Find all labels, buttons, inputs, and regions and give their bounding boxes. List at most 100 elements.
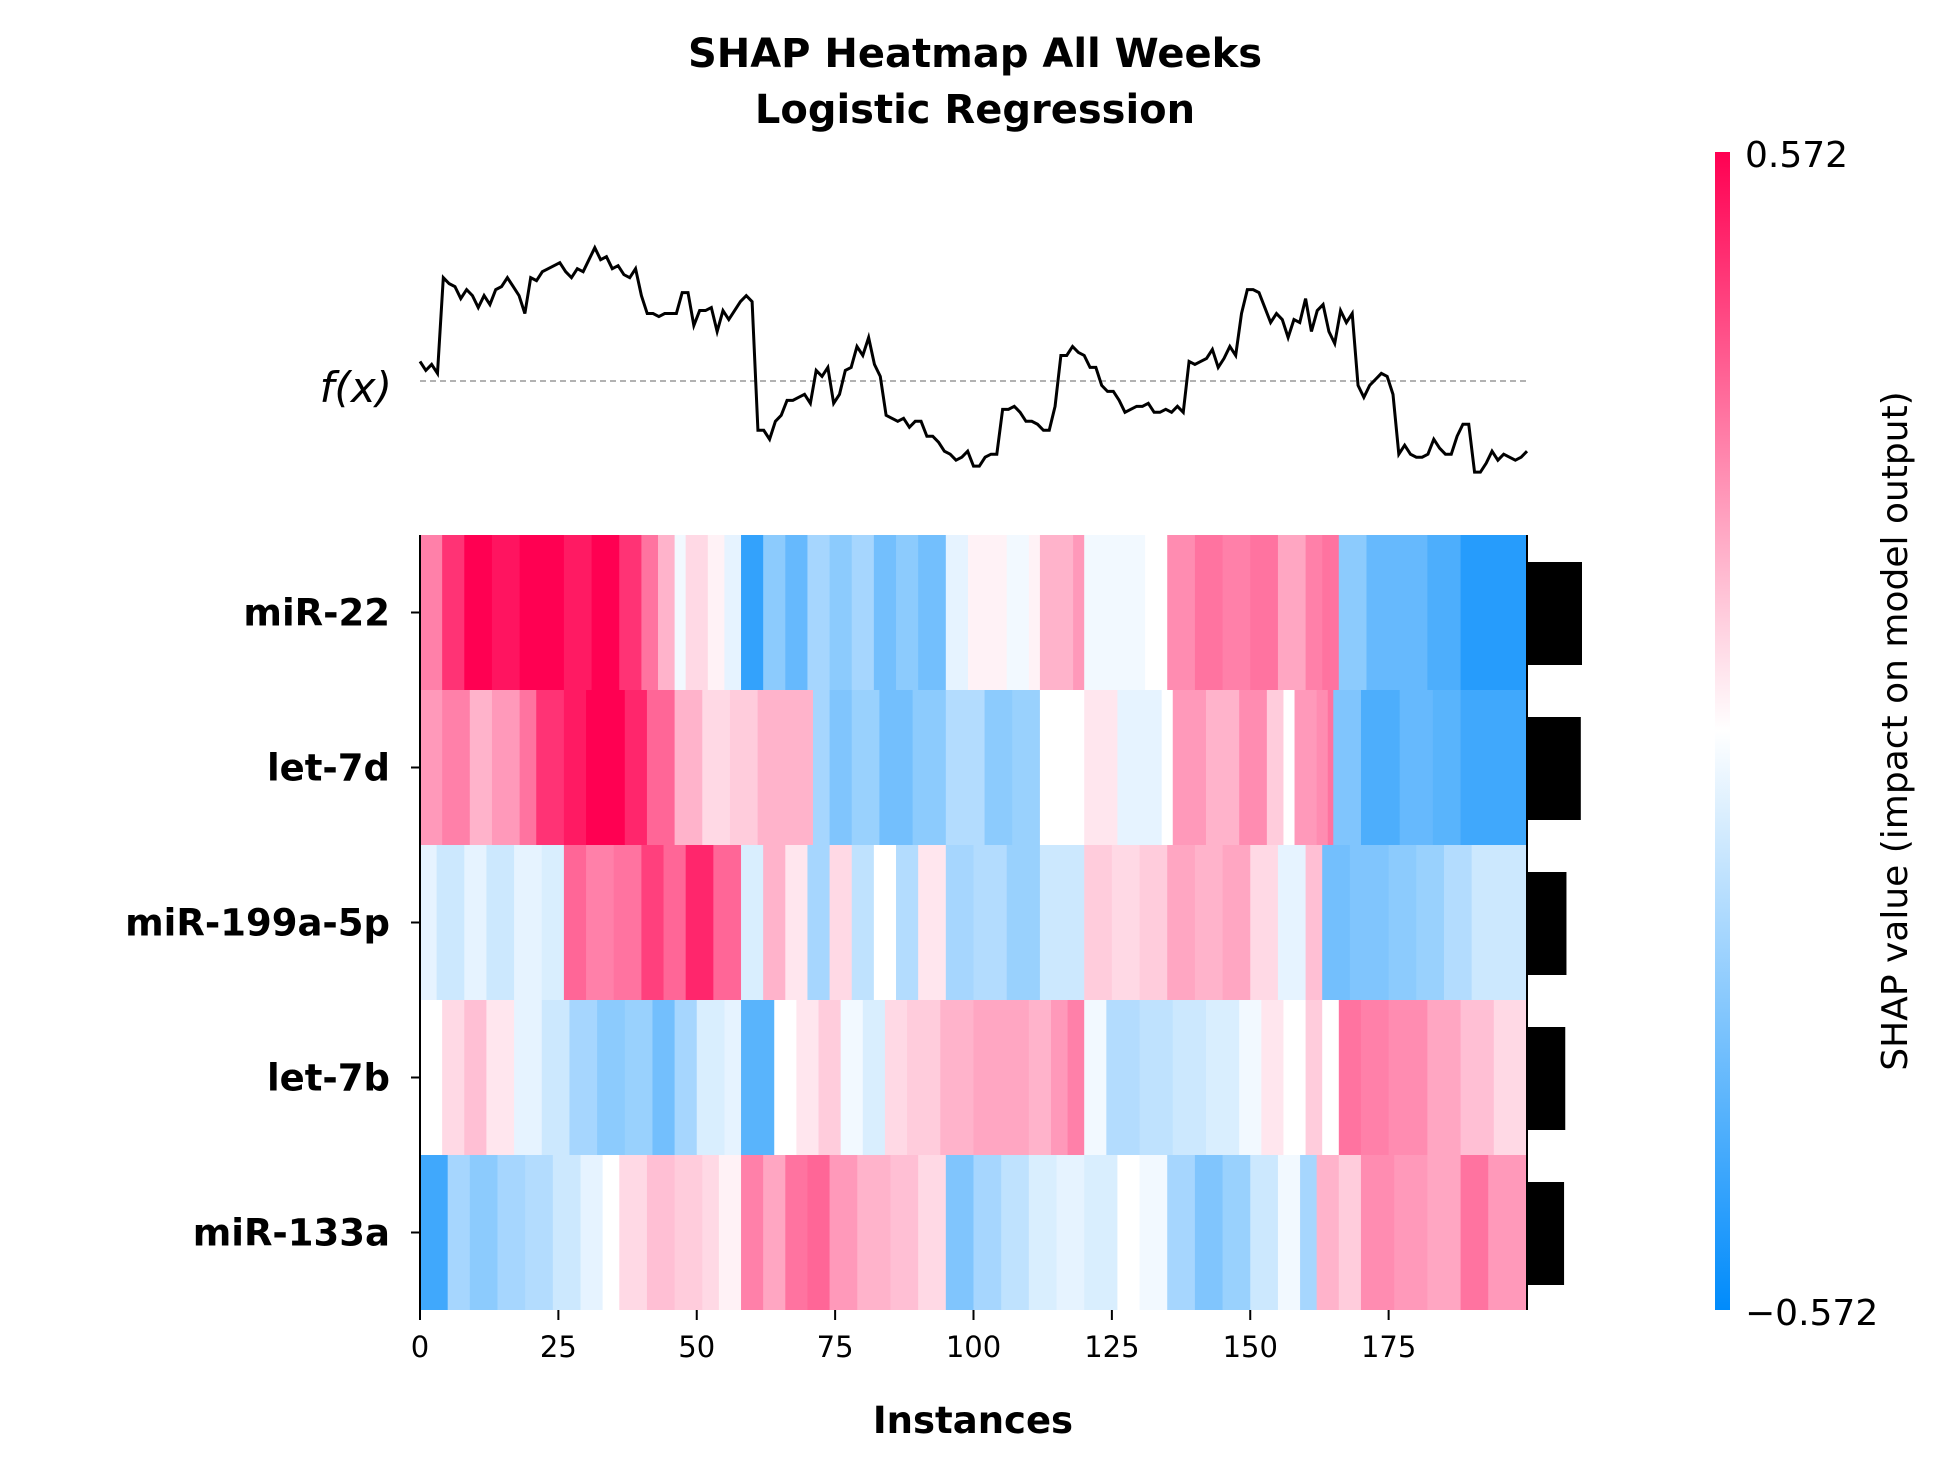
heatmap-cell bbox=[1300, 1155, 1318, 1310]
heatmap-cell bbox=[1427, 1155, 1462, 1310]
heatmap-cell bbox=[1039, 845, 1085, 1000]
heatmap-cell bbox=[1084, 845, 1113, 1000]
heatmap-cell bbox=[967, 535, 1008, 690]
heatmap-cell bbox=[563, 535, 593, 690]
heatmap-cell bbox=[1250, 1155, 1279, 1310]
feature-importance-bars bbox=[1527, 562, 1582, 1285]
colorbar-min-label: −0.572 bbox=[1745, 1293, 1878, 1334]
importance-bar bbox=[1527, 717, 1581, 820]
importance-bar bbox=[1527, 562, 1582, 665]
heatmap-cell bbox=[984, 690, 1013, 845]
heatmap-cell bbox=[840, 1000, 864, 1155]
heatmap-cell bbox=[519, 690, 537, 845]
x-tick-label: 175 bbox=[1361, 1330, 1416, 1364]
heatmap-cell bbox=[763, 535, 786, 690]
heatmap-cell bbox=[1117, 535, 1146, 690]
heatmap-cell bbox=[1239, 1000, 1262, 1155]
heatmap-cell bbox=[1250, 535, 1279, 690]
x-tick-label: 50 bbox=[678, 1330, 715, 1364]
heatmap-cell bbox=[724, 535, 742, 690]
heatmap-cell bbox=[1394, 1155, 1428, 1310]
colorbar-label: SHAP value (impact on model output) bbox=[1875, 391, 1916, 1070]
feature-labels: miR-22 let-7d miR-199a-5p let-7b miR-133a bbox=[125, 592, 420, 1255]
heatmap-cell bbox=[674, 1155, 703, 1310]
heatmap-cell bbox=[1388, 845, 1417, 1000]
heatmap-cell bbox=[774, 1000, 797, 1155]
heatmap-cell bbox=[1399, 535, 1428, 690]
x-tick-label: 150 bbox=[1223, 1330, 1278, 1364]
heatmap-cell bbox=[763, 1155, 786, 1310]
heatmap-cell bbox=[1067, 1000, 1085, 1155]
heatmap-cell bbox=[1111, 845, 1141, 1000]
heatmap-cell bbox=[641, 845, 665, 1000]
feature-label: let-7b bbox=[267, 1057, 390, 1100]
heatmap-cell bbox=[1399, 690, 1434, 845]
heatmap-cell bbox=[851, 535, 875, 690]
heatmap-cell bbox=[1338, 535, 1368, 690]
heatmap-cell bbox=[829, 845, 853, 1000]
heatmap-cell bbox=[1106, 1000, 1141, 1155]
heatmap-cell bbox=[1360, 1155, 1395, 1310]
x-tick-label: 25 bbox=[540, 1330, 577, 1364]
chart-title-line-1: SHAP Heatmap All Weeks bbox=[688, 31, 1262, 77]
heatmap-cell bbox=[713, 845, 742, 1000]
heatmap-cell bbox=[741, 535, 764, 690]
heatmap-cell bbox=[663, 845, 687, 1000]
heatmap-cell bbox=[702, 1155, 720, 1310]
heatmap-cell bbox=[486, 1000, 515, 1155]
heatmap-cell bbox=[1338, 1155, 1362, 1310]
heatmap-cell bbox=[1012, 690, 1041, 845]
heatmap-cell bbox=[1139, 845, 1168, 1000]
heatmap-cell bbox=[641, 535, 659, 690]
heatmap-cell bbox=[907, 1000, 941, 1155]
heatmap-cell bbox=[1161, 690, 1174, 845]
heatmap-cell bbox=[785, 535, 809, 690]
heatmap-cell bbox=[1205, 690, 1240, 845]
heatmap-cell bbox=[442, 535, 465, 690]
heatmap-cell bbox=[1039, 535, 1074, 690]
heatmap-cell bbox=[812, 690, 831, 845]
heatmap-cell bbox=[1139, 1000, 1174, 1155]
feature-label: miR-199a-5p bbox=[125, 902, 390, 945]
heatmap-cell bbox=[1050, 1000, 1069, 1155]
heatmap-cell bbox=[796, 1000, 820, 1155]
heatmap-cell bbox=[674, 535, 687, 690]
heatmap-cell bbox=[1006, 1000, 1030, 1155]
heatmap-cell bbox=[1305, 845, 1323, 1000]
heatmap-cell bbox=[1366, 535, 1401, 690]
heatmap-cell bbox=[1360, 1000, 1390, 1155]
heatmap-cell bbox=[1471, 845, 1528, 1000]
heatmap-cell bbox=[1194, 535, 1224, 690]
heatmap-cell bbox=[1283, 690, 1296, 845]
heatmap-cell bbox=[1028, 1000, 1052, 1155]
heatmap-cell bbox=[724, 1000, 742, 1155]
heatmap-cell bbox=[829, 690, 853, 845]
heatmap-cell bbox=[1084, 1155, 1119, 1310]
heatmap-cell bbox=[945, 690, 986, 845]
heatmap-cell bbox=[1322, 845, 1351, 1000]
heatmap-cell bbox=[1360, 690, 1401, 845]
heatmap-cell bbox=[741, 1155, 764, 1310]
heatmap-cell bbox=[497, 1155, 526, 1310]
heatmap-cell bbox=[785, 1155, 809, 1310]
heatmap-cell bbox=[1493, 1000, 1528, 1155]
heatmap-cell bbox=[613, 845, 642, 1000]
heatmap-cell bbox=[1145, 535, 1168, 690]
importance-bar bbox=[1527, 1182, 1565, 1285]
heatmap-cell bbox=[1250, 845, 1279, 1000]
heatmap-cell bbox=[541, 1000, 571, 1155]
heatmap-cell bbox=[525, 1155, 554, 1310]
heatmap-cell bbox=[829, 535, 853, 690]
heatmap-cell bbox=[652, 1000, 676, 1155]
heatmap-cell bbox=[420, 1000, 443, 1155]
heatmap-cell bbox=[602, 1155, 620, 1310]
heatmap-cell bbox=[442, 1000, 465, 1155]
heatmap-cell bbox=[1039, 690, 1085, 845]
feature-label: miR-22 bbox=[243, 592, 390, 635]
heatmap-cell bbox=[1305, 535, 1323, 690]
heatmap-cell bbox=[447, 1155, 471, 1310]
heatmap-cell bbox=[420, 1155, 449, 1310]
x-tick-label: 75 bbox=[817, 1330, 854, 1364]
heatmap-cell bbox=[1460, 535, 1528, 690]
heatmap-cell bbox=[624, 690, 648, 845]
